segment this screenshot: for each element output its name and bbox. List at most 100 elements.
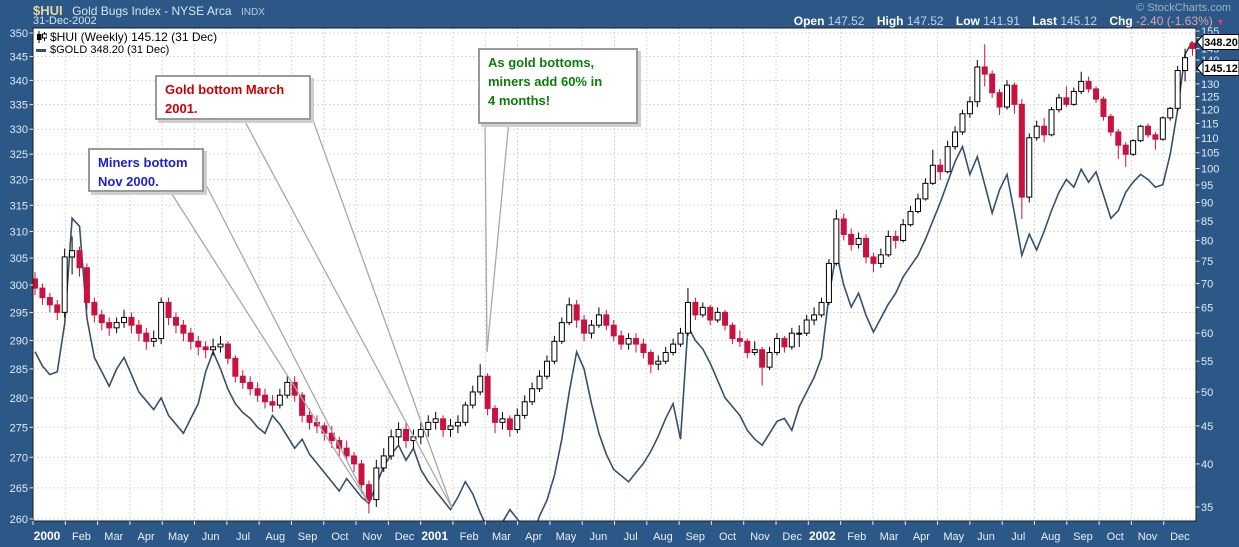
x-axis-month: Nov — [750, 531, 770, 543]
chg-value: -2.40 (-1.63%) — [1136, 14, 1213, 28]
x-axis-month: May — [168, 531, 189, 543]
down-triangle-icon: ▼ — [1216, 17, 1225, 27]
x-axis-month: Mar — [880, 531, 899, 543]
legend-hui-label: $HUI (Weekly) 145.12 (31 Dec) — [50, 30, 218, 44]
x-axis-months: 2000 Feb Mar Apr May Jun Jul Aug Sep Oct Nov Dec 200… — [32, 521, 1190, 543]
annotation-line: miners add 60% in — [488, 74, 603, 89]
callout-pointer-fills — [168, 109, 509, 508]
x-axis-month: Dec — [1170, 531, 1190, 543]
left-axis-tick: 290 — [10, 335, 28, 347]
symbol-label: $HUI — [33, 3, 63, 18]
right-axis-tick: 110 — [1201, 133, 1219, 145]
left-axis-tick: 345 — [10, 52, 28, 64]
legend-hui-row: $HUI (Weekly) 145.12 (31 Dec) — [36, 30, 217, 44]
right-axis-tick: 100 — [1201, 163, 1219, 175]
left-axis-tick: 330 — [10, 124, 28, 136]
right-axis-tick: 130 — [1201, 79, 1219, 91]
left-axis-tick: 325 — [10, 149, 28, 161]
open-value: 147.52 — [827, 14, 865, 28]
legend-gold-label: $GOLD 348.20 (31 Dec) — [50, 44, 170, 56]
annotation-line: Nov 2000. — [98, 174, 159, 189]
left-axis-tick: 295 — [10, 308, 28, 320]
x-axis-month: Feb — [847, 531, 866, 543]
annotation-gold-bottom: Gold bottom March 2001. — [155, 75, 311, 120]
x-axis-month: Nov — [362, 531, 382, 543]
x-axis-month: Apr — [913, 531, 930, 543]
left-axis-tick: 285 — [10, 364, 28, 376]
x-axis-year: 2002 — [809, 529, 836, 543]
x-axis-month: Dec — [395, 531, 415, 543]
left-axis-tick: 260 — [10, 514, 28, 526]
left-axis-tick: 275 — [10, 422, 28, 434]
x-axis-month: Jul — [624, 531, 638, 543]
right-axis-tick: 115 — [1201, 118, 1219, 130]
index-name: Gold Bugs Index - NYSE Arca — [72, 4, 232, 18]
right-axis-tick: 80 — [1201, 235, 1213, 247]
svg-text:348.20: 348.20 — [1204, 37, 1238, 49]
left-axis-tick: 265 — [10, 483, 28, 495]
high-value: 147.52 — [906, 14, 944, 28]
x-axis-month: Sep — [685, 531, 705, 543]
right-axis-tick: 125 — [1201, 92, 1219, 104]
quote-bar: Open 147.52 High 147.52 Low 141.91 Last … — [785, 14, 1225, 28]
x-axis-month: Apr — [525, 531, 542, 543]
copyright-label: © StockCharts.com — [1136, 2, 1231, 14]
x-axis-month: Jul — [1011, 531, 1025, 543]
x-axis-month: Nov — [1138, 531, 1158, 543]
x-axis-month: Aug — [653, 531, 673, 543]
right-axis-tick: 60 — [1201, 328, 1213, 340]
low-value: 141.91 — [983, 14, 1020, 28]
annotation-line: Miners bottom — [98, 155, 188, 170]
right-axis-tick: 75 — [1201, 256, 1213, 268]
right-axis-tick: 70 — [1201, 278, 1213, 290]
svg-text:145.12: 145.12 — [1204, 63, 1238, 75]
x-axis-month: Apr — [138, 531, 155, 543]
candlestick-icon — [37, 31, 48, 43]
annotation-line: Gold bottom March — [165, 82, 285, 97]
x-axis-month: Jun — [977, 531, 995, 543]
hui-candles — [32, 42, 1196, 514]
right-axis-tick: 90 — [1201, 197, 1213, 209]
x-axis-month: Jul — [236, 531, 250, 543]
gold-line-series — [34, 40, 1194, 540]
chart-legend: $HUI (Weekly) 145.12 (31 Dec) $GOLD 348.… — [36, 30, 217, 57]
x-axis-month: Aug — [266, 531, 286, 543]
left-axis-tick: 270 — [10, 452, 28, 464]
annotation-miners-bottom: Miners bottom Nov 2000. — [88, 148, 204, 192]
x-axis-month: Feb — [72, 531, 91, 543]
left-axis-tick: 305 — [10, 253, 28, 265]
left-axis-tick: 315 — [10, 200, 28, 212]
x-axis-month: Oct — [331, 531, 348, 543]
hui-price-tag — [1202, 60, 1239, 76]
legend-gold-row: $GOLD 348.20 (31 Dec) — [36, 44, 217, 57]
left-axis-tick: 350 — [10, 28, 28, 40]
right-axis-tick: 50 — [1201, 387, 1213, 399]
annotation-miners-surge: As gold bottoms, miners add 60% in 4 month… — [478, 48, 638, 124]
chart-date: 31-Dec-2002 — [33, 15, 97, 27]
last-value: 145.12 — [1060, 14, 1098, 28]
right-axis-tick: 40 — [1201, 459, 1213, 471]
left-axis-tick: 335 — [10, 100, 28, 112]
x-axis-month: Dec — [782, 531, 802, 543]
left-axis-tick: 320 — [10, 175, 28, 187]
right-axis-tick: 120 — [1201, 105, 1219, 117]
x-axis-month: Aug — [1041, 531, 1061, 543]
hui-price-tag-arrow — [1196, 59, 1204, 77]
x-axis-month: Mar — [492, 531, 511, 543]
high-label: High — [876, 14, 904, 28]
left-axis-gold: 350 345 340 335 330 325 320 315 310 305 300 295 290 2… — [10, 28, 33, 526]
x-axis-month: Feb — [460, 531, 479, 543]
left-axis-tick: 310 — [10, 226, 28, 238]
right-axis-tick: 35 — [1201, 502, 1213, 514]
annotation-line: 2001. — [165, 101, 198, 116]
x-axis-month: Sep — [298, 531, 318, 543]
open-label: Open — [793, 14, 825, 28]
left-axis-tick: 280 — [10, 393, 28, 405]
right-axis-tick: 95 — [1201, 180, 1213, 192]
annotation-line: As gold bottoms, — [488, 55, 595, 70]
x-axis-year: 2000 — [34, 529, 61, 543]
left-axis-tick: 340 — [10, 75, 28, 87]
gold-price-tag-arrow — [1196, 33, 1204, 51]
x-axis-month: May — [556, 531, 577, 543]
